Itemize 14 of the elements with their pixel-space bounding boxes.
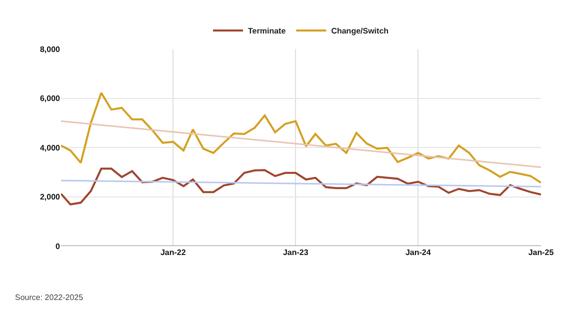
line-series: [61, 168, 541, 206]
x-tick-label: Jan-23: [282, 248, 309, 257]
y-tick-label: 8,000: [40, 44, 61, 54]
y-tick-label: 0: [56, 242, 61, 251]
y-tick-label: 2,000: [40, 192, 61, 202]
legend-label: Terminate: [248, 26, 286, 36]
x-tick-label: Jan-22: [160, 248, 186, 257]
y-tick-label: 4,000: [40, 143, 61, 152]
x-tick-label: Jan-25: [528, 248, 554, 257]
y-tick-label: 6,000: [40, 94, 61, 104]
legend-label: Change/Switch: [331, 26, 389, 36]
source-note: Source: 2022-2025: [15, 293, 84, 302]
line-series: [61, 92, 541, 184]
x-tick-label: Jan-24: [405, 248, 432, 257]
